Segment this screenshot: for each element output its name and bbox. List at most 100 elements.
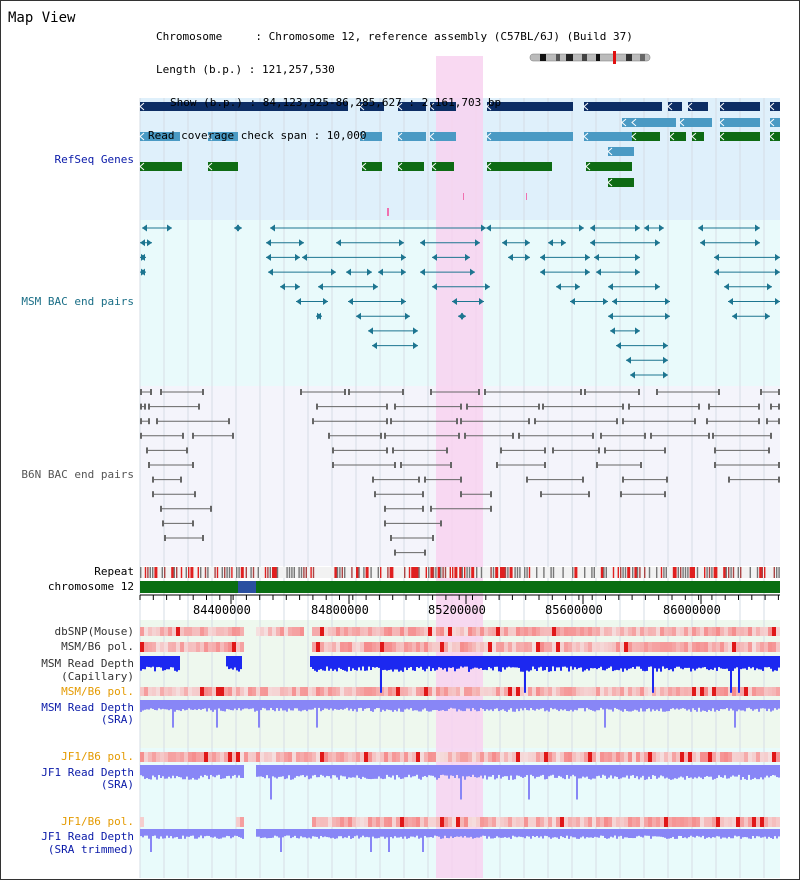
- read-depth-bar: [352, 700, 354, 712]
- read-depth-bar: [616, 765, 618, 777]
- pol-heat-cell: [384, 817, 388, 827]
- chromosome-ideogram-icon[interactable]: [529, 51, 651, 64]
- read-depth-bar: [358, 656, 360, 668]
- pol-heat-cell: [748, 752, 752, 762]
- read-depth-bar: [436, 765, 438, 780]
- pol-heat-cell: [696, 817, 700, 827]
- selected-region-highlight[interactable]: [436, 56, 483, 878]
- b6n-bac-end: [424, 549, 426, 556]
- read-depth-bar: [632, 829, 634, 839]
- b6n-bac-end: [232, 432, 234, 439]
- pol-heat-cell: [648, 642, 652, 652]
- b6n-bac-end: [728, 476, 730, 483]
- pol-heat-cell: [604, 752, 608, 762]
- track-label-repeat: Repeat: [94, 565, 134, 578]
- read-depth-bar: [168, 700, 170, 711]
- refseq-gene-block: [140, 162, 182, 171]
- read-depth-bar: [354, 829, 356, 837]
- b6n-bac-end: [160, 389, 162, 395]
- repeat-element: [509, 567, 513, 578]
- read-depth-bar: [224, 765, 226, 779]
- b6n-bac-end: [640, 462, 642, 468]
- read-depth-bar: [458, 656, 460, 669]
- track-label-msm-bac[interactable]: MSM BAC end pairs: [21, 295, 134, 308]
- read-depth-bar: [176, 765, 178, 777]
- msm-bac-end-pairs-features[interactable]: [140, 224, 780, 379]
- refseq-gene-block: [360, 102, 384, 111]
- pol-heat-cell: [488, 642, 492, 652]
- read-depth-bar: [378, 656, 380, 668]
- pol-heat-cell: [480, 817, 484, 827]
- read-depth-bar: [638, 765, 640, 780]
- read-depth-bar: [546, 656, 548, 668]
- msm-bac-end: [268, 268, 273, 276]
- read-depth-bar: [680, 656, 682, 669]
- read-depth-bar: [772, 765, 774, 776]
- pol-heat-cell: [368, 817, 372, 827]
- track-label-b6n-bac[interactable]: B6N BAC end pairs: [21, 468, 134, 481]
- read-depth-bar: [334, 700, 336, 709]
- track-label-refseq[interactable]: RefSeq Genes: [54, 153, 134, 166]
- pol-heat-cell: [556, 642, 560, 652]
- read-depth-bar: [614, 656, 616, 671]
- pol-heat-cell: [428, 642, 432, 652]
- read-depth-bar: [386, 656, 388, 671]
- read-depth-bar: [588, 765, 590, 779]
- pol-heat-cell: [316, 817, 320, 827]
- read-depth-bar: [162, 765, 164, 777]
- msm-bac-end: [659, 224, 664, 232]
- refseq-genes-features[interactable]: [139, 102, 780, 216]
- read-depth-bar: [620, 829, 622, 836]
- pol-heat-cell: [520, 817, 524, 827]
- repeat-element: [516, 567, 519, 578]
- pol-heat-cell: [544, 817, 548, 827]
- read-depth-bar: [772, 656, 774, 672]
- read-depth-bar: [770, 700, 772, 712]
- read-depth-bar: [488, 656, 490, 668]
- pol-heat-cell: [420, 817, 424, 827]
- pol-heat-cell: [656, 642, 660, 652]
- pol-heat-cell: [708, 817, 712, 827]
- b6n-bac-end-pairs-features[interactable]: [140, 389, 780, 556]
- b6n-bac-end: [332, 462, 334, 468]
- read-depth-bar: [328, 656, 330, 671]
- repeat-element: [161, 567, 163, 578]
- pol-heat-cell: [212, 627, 216, 636]
- pol-heat-cell: [152, 642, 156, 652]
- read-depth-bar: [508, 700, 510, 710]
- b6n-bac-end: [344, 389, 346, 395]
- read-depth-bar: [188, 829, 190, 837]
- read-depth-bar: [316, 829, 318, 837]
- read-depth-bar: [570, 700, 572, 710]
- pol-heat-cell: [288, 627, 292, 636]
- msm-bac-end: [626, 356, 631, 364]
- msm-bac-end: [317, 312, 322, 320]
- pol-heat-cell: [504, 627, 508, 636]
- read-depth-bar: [368, 765, 370, 779]
- pol-heat-cell: [632, 817, 636, 827]
- b6n-bac-end: [400, 462, 402, 468]
- read-depth-bar: [430, 829, 432, 838]
- pol-heat-cell: [412, 687, 416, 696]
- read-depth-bar: [754, 765, 756, 778]
- pol-heat-cell: [324, 752, 328, 762]
- read-depth-bar: [168, 829, 170, 838]
- pol-heat-cell: [436, 687, 440, 696]
- pol-heat-cell: [672, 687, 676, 696]
- pol-heat-cell: [412, 752, 416, 762]
- read-depth-bar: [446, 700, 448, 711]
- read-depth-bar: [550, 700, 552, 708]
- read-depth-bar: [410, 700, 412, 709]
- refseq-gene-block: [487, 162, 552, 171]
- refseq-gene-block: [670, 132, 686, 141]
- read-depth-bar: [496, 656, 498, 667]
- pol-heat-cell: [632, 752, 636, 762]
- read-depth-bar: [670, 656, 672, 670]
- repeat-element: [428, 567, 430, 578]
- read-depth-bar: [220, 700, 222, 711]
- read-depth-bar: [540, 765, 542, 776]
- read-depth-bar: [740, 700, 742, 711]
- read-depth-bar: [638, 700, 640, 712]
- read-depth-bar: [370, 765, 372, 780]
